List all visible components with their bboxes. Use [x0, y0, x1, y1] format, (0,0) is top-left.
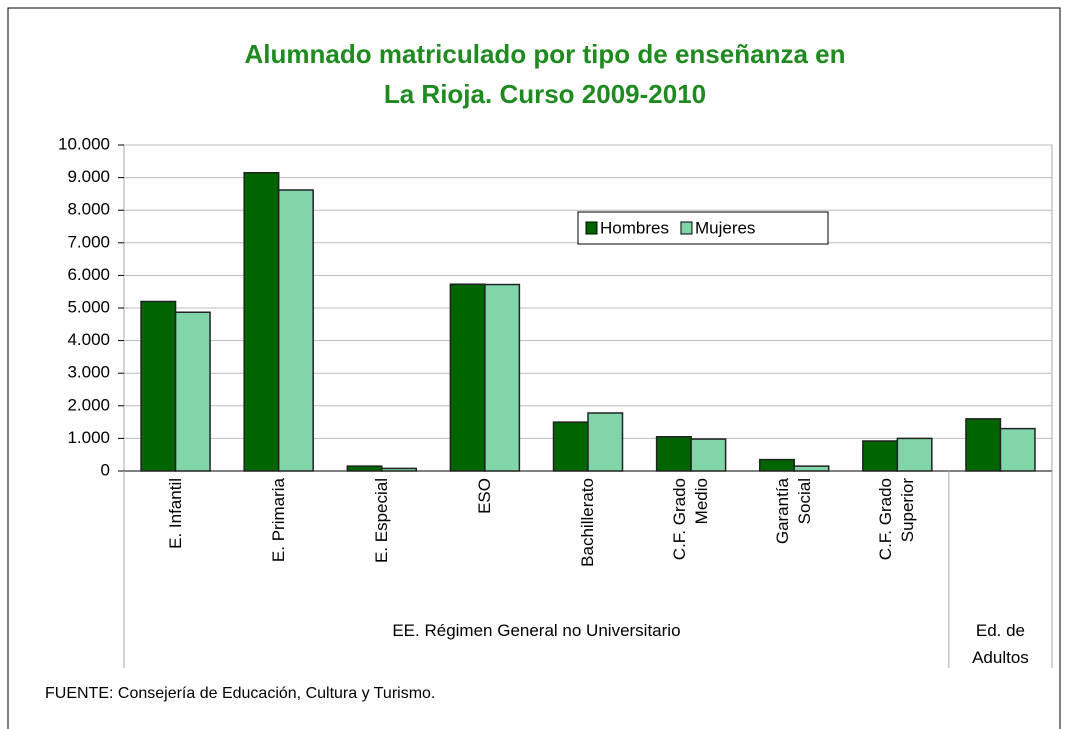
source-note: FUENTE: Consejería de Educación, Cultura…: [45, 685, 436, 702]
y-tick-label: 0: [101, 460, 110, 479]
x-tick-label: Garantía Social: [773, 478, 815, 545]
bar: [690, 438, 727, 472]
x-tick-label: Bachillerato: [578, 478, 597, 567]
bar: [277, 189, 314, 472]
y-tick-label: 6.000: [67, 265, 110, 284]
y-tick-label: 9.000: [67, 167, 110, 186]
y-tick-label: 5.000: [67, 297, 110, 316]
bar: [965, 418, 1002, 472]
bar: [449, 283, 486, 472]
chart-border: [7, 7, 1061, 729]
bar: [896, 437, 933, 472]
legend-label: Mujeres: [695, 218, 755, 237]
bar: [346, 465, 383, 472]
bar: [793, 465, 830, 472]
legend-box: [577, 211, 829, 245]
chart-title: Alumnado matriculado por tipo de enseñan…: [244, 39, 846, 109]
y-tick-label: 7.000: [67, 232, 110, 251]
legend-swatch: [680, 221, 693, 235]
legend-label: Hombres: [600, 218, 669, 237]
x-tick-label: E. Especial: [371, 478, 391, 564]
x-tick-label: C.F. Grado Medio: [670, 478, 712, 561]
bar: [999, 427, 1036, 472]
y-tick-label: 2.000: [67, 395, 110, 414]
x-tick-label: ESO: [474, 478, 494, 514]
y-tick-label: 8.000: [67, 200, 110, 219]
group-label: Ed. de Adultos: [972, 621, 1029, 667]
bar: [655, 436, 692, 472]
y-tick-label: 3.000: [67, 363, 110, 382]
group-label: EE. Régimen General no Universitario: [392, 621, 681, 640]
bar: [552, 421, 589, 472]
bar: [381, 467, 418, 472]
x-tick-label: E. Infantil: [165, 478, 185, 549]
bar: [484, 283, 521, 472]
y-tick-label: 1.000: [67, 428, 110, 447]
bar: [862, 440, 899, 472]
bar: [758, 458, 795, 472]
x-tick-label: E. Primaria: [268, 478, 288, 563]
bar: [587, 412, 624, 472]
y-tick-label: 4.000: [67, 330, 110, 349]
bar: [243, 171, 280, 472]
bar: [174, 311, 211, 472]
y-tick-label: 10.000: [58, 134, 110, 153]
x-tick-label: C.F. Grado Superior: [876, 478, 918, 561]
bar: [140, 300, 177, 472]
legend-swatch: [585, 221, 598, 235]
